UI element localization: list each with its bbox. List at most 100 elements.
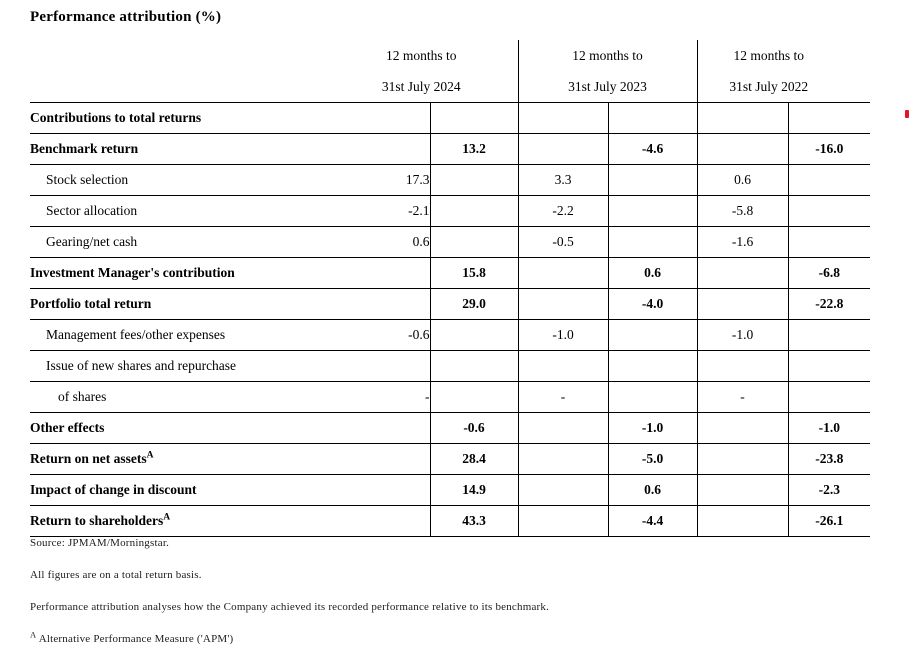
value-cell-2022-sub bbox=[696, 412, 789, 444]
value-cell-2022-total bbox=[787, 350, 871, 382]
table-row: Contributions to total returns bbox=[30, 102, 871, 134]
table-row: Investment Manager's contribution 15.8 0… bbox=[30, 257, 871, 289]
value-cell-2022-total: -16.0 bbox=[787, 133, 871, 165]
row-label: Return on net assetsA bbox=[30, 443, 325, 475]
row-label: Impact of change in discount bbox=[30, 474, 325, 506]
footnote-basis: All figures are on a total return basis. bbox=[30, 569, 202, 581]
apm-text: Alternative Performance Measure ('APM') bbox=[38, 633, 234, 645]
value-cell-2024-sub bbox=[325, 350, 430, 382]
value-cell-2022-sub: - bbox=[696, 381, 789, 413]
row-label: Investment Manager's contribution bbox=[30, 257, 325, 289]
page-title: Performance attribution (%) bbox=[30, 9, 222, 25]
value-cell-2024-sub: -0.6 bbox=[325, 319, 430, 351]
value-cell-2022-total bbox=[787, 381, 871, 413]
value-cell-2024-total bbox=[429, 226, 519, 258]
value-cell-2024-sub: - bbox=[325, 381, 430, 413]
table-body: Contributions to total returns Benchmark… bbox=[30, 102, 871, 537]
value-cell-2023-sub bbox=[517, 412, 609, 444]
table-row: Return on net assetsA 28.4 -5.0 -23.8 bbox=[30, 443, 871, 475]
row-label: Management fees/other expenses bbox=[30, 319, 325, 351]
value-cell-2024-total: 28.4 bbox=[429, 443, 519, 475]
row-label: Benchmark return bbox=[30, 133, 325, 165]
value-cell-2022-sub bbox=[696, 350, 789, 382]
value-cell-2023-total: -1.0 bbox=[607, 412, 698, 444]
performance-attribution-table: 12 months to 12 months to 12 months to 3… bbox=[30, 40, 871, 537]
table-row: Management fees/other expenses -0.6 -1.0… bbox=[30, 319, 871, 351]
value-cell-2023-sub bbox=[517, 350, 609, 382]
table-row: Other effects -0.6 -1.0 -1.0 bbox=[30, 412, 871, 444]
col-header-2023-line2: 31st July 2023 bbox=[517, 71, 698, 103]
value-cell-2024-total: 13.2 bbox=[429, 133, 519, 165]
apm-superscript: A bbox=[30, 629, 37, 640]
value-cell-2022-sub bbox=[696, 102, 789, 134]
row-label: Issue of new shares and repurchase bbox=[30, 350, 325, 382]
footnote-apm: A Alternative Performance Measure ('APM'… bbox=[30, 627, 870, 659]
row-label: Portfolio total return bbox=[30, 288, 325, 320]
apm-superscript: A bbox=[146, 450, 154, 461]
value-cell-2022-sub bbox=[696, 133, 789, 165]
value-cell-2024-sub bbox=[325, 102, 430, 134]
value-cell-2024-sub: 0.6 bbox=[325, 226, 430, 258]
value-cell-2023-sub bbox=[517, 288, 609, 320]
value-cell-2023-sub bbox=[517, 257, 609, 289]
value-cell-2023-total: 0.6 bbox=[607, 257, 698, 289]
footnote-explanation: Performance attribution analyses how the… bbox=[30, 601, 550, 613]
table-header: 12 months to 12 months to 12 months to 3… bbox=[30, 40, 871, 103]
value-cell-2023-sub bbox=[517, 133, 609, 165]
table-row: Gearing/net cash 0.6 -0.5 -1.6 bbox=[30, 226, 871, 258]
row-label: Stock selection bbox=[30, 164, 325, 196]
footnote-source: Source: JPMAM/Morningstar. bbox=[30, 537, 170, 549]
value-cell-2022-sub bbox=[696, 257, 789, 289]
value-cell-2022-sub bbox=[696, 288, 789, 320]
value-cell-2023-sub: - bbox=[517, 381, 609, 413]
table-row: Issue of new shares and repurchase bbox=[30, 350, 871, 382]
value-cell-2024-total bbox=[429, 350, 519, 382]
value-cell-2022-sub bbox=[696, 443, 789, 475]
header-row-2: 31st July 2024 31st July 2023 31st July … bbox=[30, 71, 871, 103]
row-label: Contributions to total returns bbox=[30, 102, 325, 134]
value-cell-2023-sub: -0.5 bbox=[517, 226, 609, 258]
header-spacer bbox=[30, 71, 325, 103]
value-cell-2023-total: -4.6 bbox=[607, 133, 698, 165]
value-cell-2022-total bbox=[787, 102, 871, 134]
value-cell-2024-sub bbox=[325, 412, 430, 444]
table-row: Portfolio total return 29.0 -4.0 -22.8 bbox=[30, 288, 871, 320]
value-cell-2023-total: -4.0 bbox=[607, 288, 698, 320]
apm-superscript: A bbox=[163, 512, 171, 523]
row-label: Other effects bbox=[30, 412, 325, 444]
footnotes: Source: JPMAM/Morningstar. All figures a… bbox=[30, 531, 870, 659]
col-header-2024-line1: 12 months to bbox=[386, 47, 457, 63]
value-cell-2023-total bbox=[607, 226, 698, 258]
value-cell-2022-total: -6.8 bbox=[787, 257, 871, 289]
value-cell-2022-sub bbox=[696, 505, 789, 537]
value-cell-2024-sub bbox=[325, 257, 430, 289]
value-cell-2022-total: -2.3 bbox=[787, 474, 871, 506]
value-cell-2022-total: -26.1 bbox=[787, 505, 871, 537]
header-spacer bbox=[30, 40, 325, 71]
table-row: Impact of change in discount 14.9 0.6 -2… bbox=[30, 474, 871, 506]
value-cell-2022-sub bbox=[696, 474, 789, 506]
value-cell-2022-sub: -5.8 bbox=[696, 195, 789, 227]
value-cell-2022-sub: -1.0 bbox=[696, 319, 789, 351]
value-cell-2024-sub bbox=[325, 133, 430, 165]
header-row-1: 12 months to 12 months to 12 months to bbox=[30, 40, 871, 71]
value-cell-2023-sub bbox=[517, 102, 609, 134]
red-annotation-marker bbox=[905, 110, 909, 118]
table-row: Return to shareholdersA 43.3 -4.4 -26.1 bbox=[30, 505, 871, 537]
value-cell-2023-total bbox=[607, 381, 698, 413]
value-cell-2024-total: 43.3 bbox=[429, 505, 519, 537]
value-cell-2023-total bbox=[607, 102, 698, 134]
col-header-2024-line2: 31st July 2024 bbox=[381, 78, 461, 94]
value-cell-2023-total bbox=[607, 319, 698, 351]
value-cell-2023-sub: 3.3 bbox=[517, 164, 609, 196]
value-cell-2023-total: -4.4 bbox=[607, 505, 698, 537]
value-cell-2024-sub bbox=[325, 505, 430, 537]
value-cell-2023-total bbox=[607, 164, 698, 196]
value-cell-2024-sub: -2.1 bbox=[325, 195, 430, 227]
value-cell-2024-sub bbox=[325, 443, 430, 475]
row-label: Return to shareholdersA bbox=[30, 505, 325, 537]
value-cell-2022-sub: 0.6 bbox=[696, 164, 789, 196]
col-header-2022-line1: 12 months to bbox=[696, 40, 871, 71]
table-row: Benchmark return 13.2 -4.6 -16.0 bbox=[30, 133, 871, 165]
value-cell-2023-sub bbox=[517, 505, 609, 537]
